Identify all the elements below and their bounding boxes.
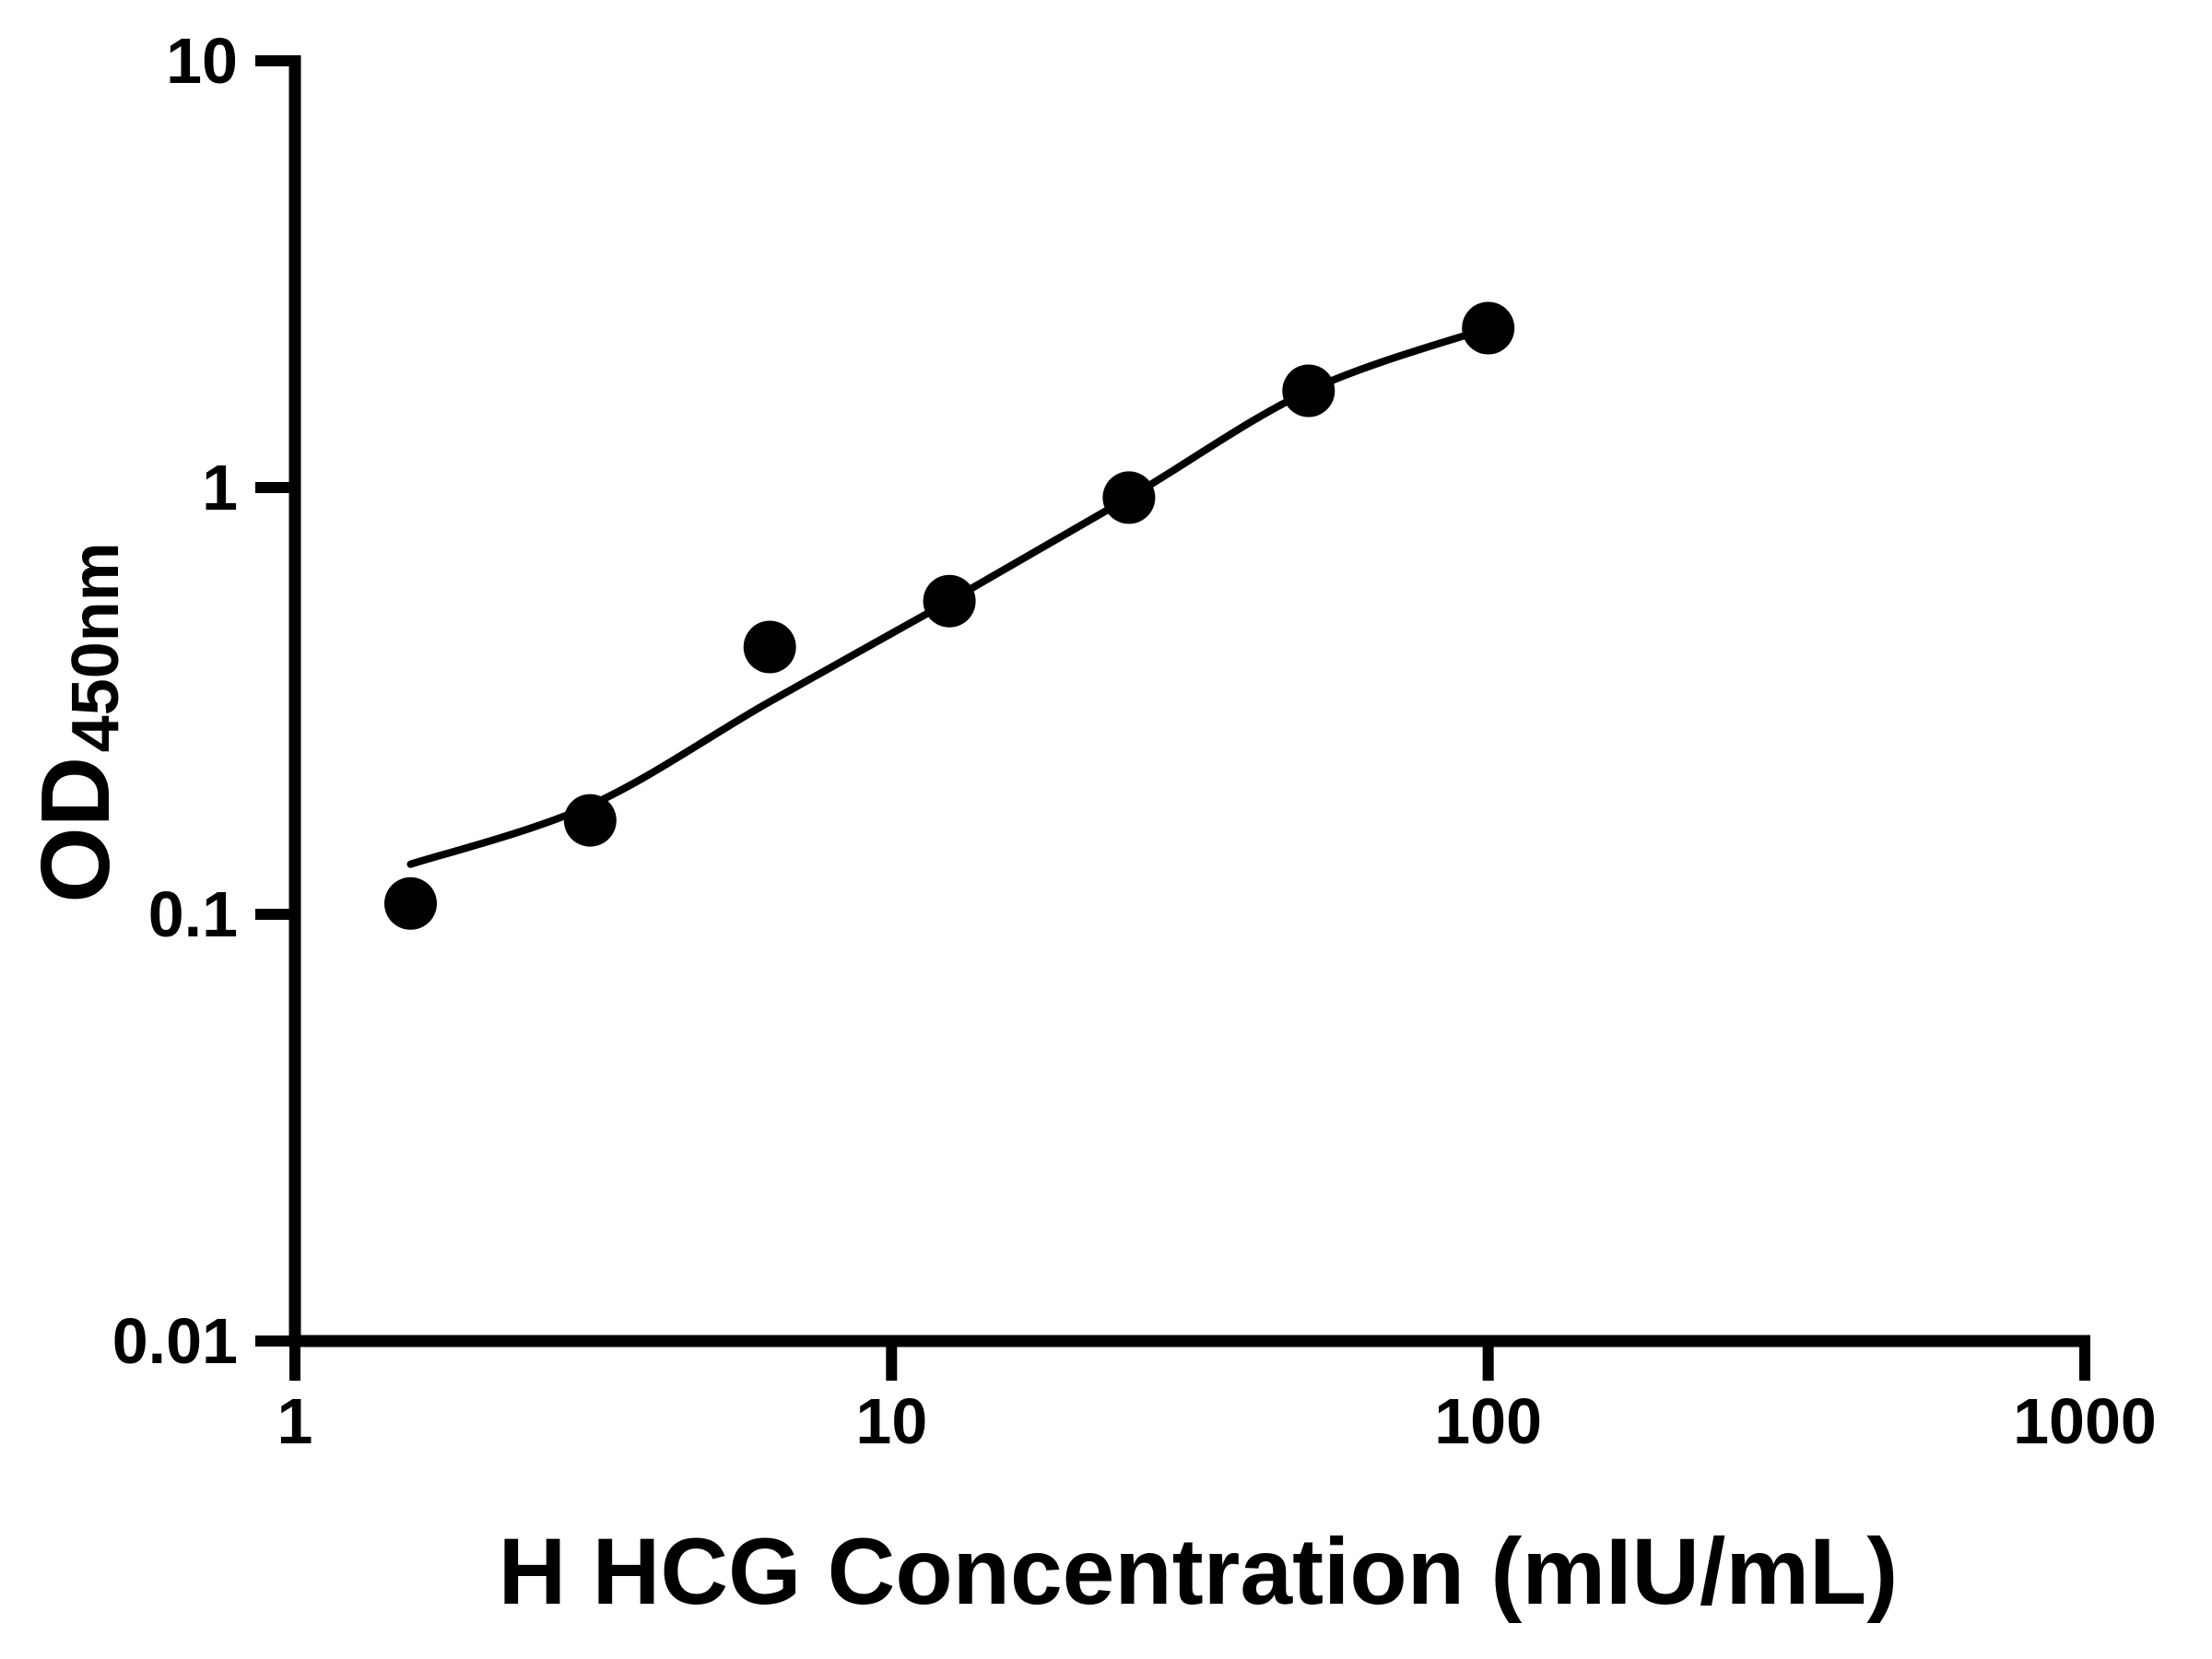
y-axis-ticks: 10 1 0.1 0.01 <box>112 25 295 1377</box>
data-point <box>1102 471 1156 524</box>
y-tick-label: 0.01 <box>112 1305 238 1377</box>
data-points <box>384 301 1515 930</box>
data-point <box>563 794 617 847</box>
y-axis-title-subscript: 450nm <box>59 542 133 752</box>
x-tick-label: 100 <box>1434 1385 1542 1457</box>
x-tick-label: 1 <box>277 1385 313 1457</box>
x-axis: 1 10 100 1000 <box>277 1335 2157 1457</box>
data-point <box>1462 301 1515 355</box>
y-tick-label: 1 <box>202 452 238 524</box>
y-tick-label: 10 <box>166 25 238 97</box>
y-axis-title: OD 450nm <box>21 542 133 903</box>
y-axis-title-main: OD <box>21 757 130 903</box>
x-axis-title: H HCG Concentration (mIU/mL) <box>499 1519 1899 1624</box>
y-axis: 10 1 0.1 0.01 <box>112 25 301 1377</box>
data-point <box>384 877 437 930</box>
data-point <box>743 620 796 674</box>
y-tick-label: 0.1 <box>148 878 238 950</box>
x-axis-ticks: 1 10 100 1000 <box>277 1341 2157 1457</box>
data-point <box>923 574 976 628</box>
data-point <box>1282 364 1335 418</box>
x-tick-label: 10 <box>855 1385 927 1457</box>
x-tick-label: 1000 <box>2013 1385 2157 1457</box>
